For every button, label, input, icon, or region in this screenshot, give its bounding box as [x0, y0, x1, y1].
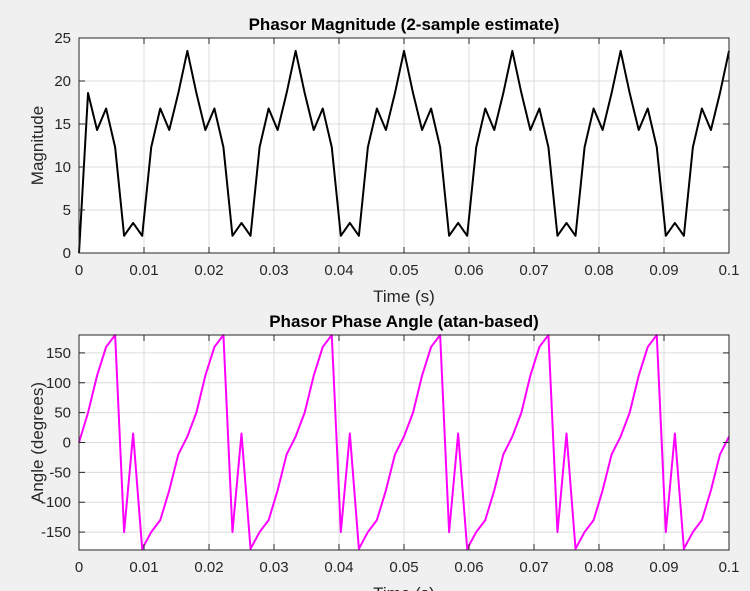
chart-2-y-tick-label: -50 — [49, 464, 71, 481]
chart-1-x-tick-label: 0.02 — [194, 262, 223, 279]
chart-1-y-tick-label: 0 — [63, 245, 71, 262]
chart-1-x-tick-label: 0.1 — [719, 262, 740, 279]
chart-1-y-tick-label: 25 — [54, 30, 71, 47]
chart-2-x-tick-label: 0.07 — [519, 559, 548, 576]
chart-2-x-tick-label: 0.03 — [259, 559, 288, 576]
chart-2-y-axis-label: Angle (degrees) — [28, 382, 47, 503]
chart-1-x-tick-label: 0.07 — [519, 262, 548, 279]
chart-2-series-line — [78, 334, 730, 550]
chart-1-y-tick-label: 5 — [63, 202, 71, 219]
chart-2-y-tick-label: 0 — [63, 435, 71, 452]
chart-1-x-tick-label: 0.04 — [324, 262, 353, 279]
chart-1-x-tick-label: 0 — [75, 262, 83, 279]
chart-1-y-tick-label: 10 — [54, 159, 71, 176]
chart-2-y-tick-label: 50 — [54, 405, 71, 422]
chart-1-x-tick-label: 0.01 — [129, 262, 158, 279]
chart-1-x-tick-label: 0.06 — [454, 262, 483, 279]
chart-1-series-line — [78, 49, 730, 254]
chart-2-title: Phasor Phase Angle (atan-based) — [269, 312, 539, 331]
chart-2-y-tick-label: -100 — [41, 494, 71, 511]
chart-2-x-tick-label: 0.05 — [389, 559, 418, 576]
chart-2-y-tick-label: -150 — [41, 524, 71, 541]
chart-1-x-tick-label: 0.05 — [389, 262, 418, 279]
chart-1-x-tick-label: 0.09 — [649, 262, 678, 279]
chart-2-x-tick-label: 0.02 — [194, 559, 223, 576]
chart-2-x-tick-label: 0.09 — [649, 559, 678, 576]
chart-1-x-tick-label: 0.08 — [584, 262, 613, 279]
chart-2-x-tick-label: 0 — [75, 559, 83, 576]
chart-2-x-tick-label: 0.01 — [129, 559, 158, 576]
chart-1-x-axis-label: Time (s) — [373, 287, 435, 306]
chart-1-y-axis-label: Magnitude — [28, 106, 47, 185]
chart-2-y-tick-label: 150 — [46, 345, 71, 362]
chart-2-x-tick-label: 0.06 — [454, 559, 483, 576]
chart-1-y-tick-label: 20 — [54, 73, 71, 90]
chart-2-x-tick-label: 0.1 — [719, 559, 740, 576]
chart-1-title: Phasor Magnitude (2-sample estimate) — [249, 15, 560, 34]
chart-2-x-tick-label: 0.04 — [324, 559, 353, 576]
chart-1-x-tick-label: 0.03 — [259, 262, 288, 279]
chart-1-y-tick-label: 15 — [54, 116, 71, 133]
chart-2-x-tick-label: 0.08 — [584, 559, 613, 576]
chart-2-x-axis-label: Time (s) — [373, 584, 435, 591]
chart-2-y-tick-label: 100 — [46, 375, 71, 392]
